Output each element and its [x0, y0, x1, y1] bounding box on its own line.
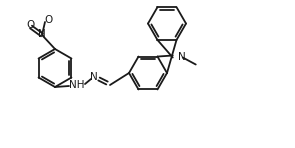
Text: N: N: [38, 29, 46, 39]
Text: N: N: [178, 52, 186, 62]
Text: O: O: [26, 20, 34, 30]
Text: N: N: [90, 72, 98, 82]
Text: O: O: [44, 15, 52, 25]
Text: NH: NH: [69, 80, 85, 90]
